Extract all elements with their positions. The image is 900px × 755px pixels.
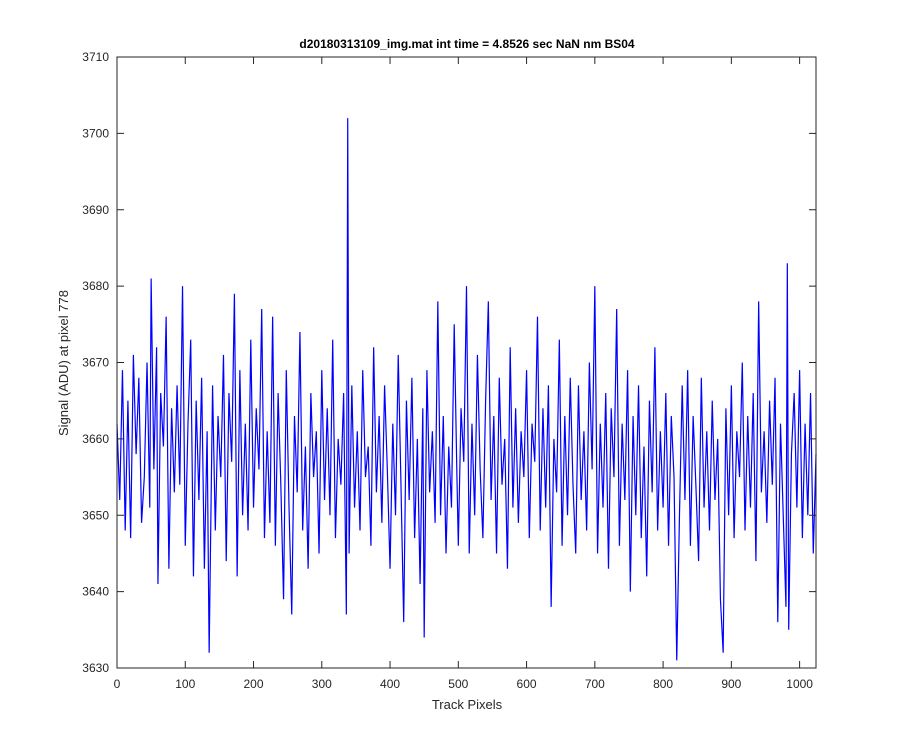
x-tick-label: 900 (721, 677, 741, 691)
x-tick-label: 300 (312, 677, 332, 691)
x-tick-label: 1000 (786, 677, 813, 691)
y-tick-label: 3680 (82, 279, 109, 293)
y-tick-label: 3640 (82, 585, 109, 599)
x-tick-label: 100 (175, 677, 195, 691)
x-tick-label: 800 (653, 677, 673, 691)
y-tick-label: 3700 (82, 126, 109, 140)
y-tick-label: 3630 (82, 661, 109, 675)
x-tick-label: 200 (244, 677, 264, 691)
x-tick-label: 600 (517, 677, 537, 691)
x-tick-label: 500 (448, 677, 468, 691)
x-tick-label: 400 (380, 677, 400, 691)
tick-layer: 0 100 200 300 400 500 600 700 800 900 1000 3630 3640… (82, 50, 816, 691)
chart-title: d20180313109_img.mat int time = 4.8526 s… (299, 37, 635, 51)
y-axis-label: Signal (ADU) at pixel 778 (56, 290, 71, 436)
x-tick-label: 0 (114, 677, 121, 691)
plot-frame (116, 56, 817, 669)
x-tick-label: 700 (585, 677, 605, 691)
y-tick-label: 3670 (82, 356, 109, 370)
x-axis-label: Track Pixels (432, 697, 503, 712)
plot-layer (116, 118, 817, 661)
y-tick-label: 3690 (82, 203, 109, 217)
y-tick-label: 3660 (82, 432, 109, 446)
series-line-0 (116, 118, 817, 661)
y-tick-label: 3650 (82, 508, 109, 522)
y-tick-label: 3710 (82, 50, 109, 64)
